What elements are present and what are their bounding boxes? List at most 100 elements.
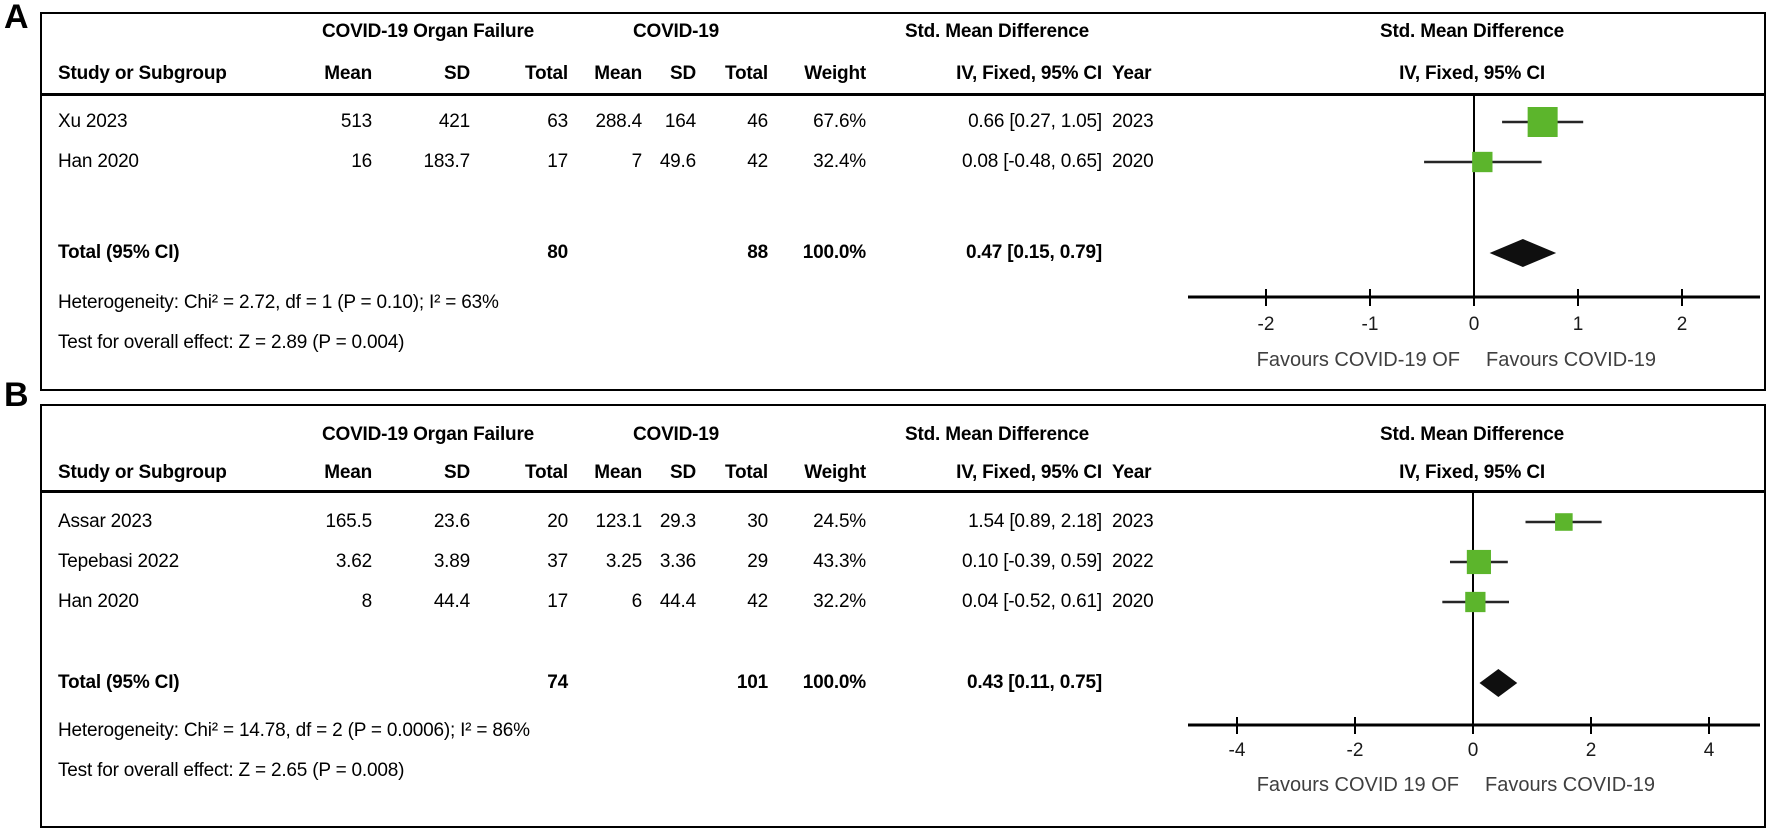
group2-header: COVID-19 (632, 21, 720, 42)
mean1-cell: 16 (351, 151, 372, 172)
heterogeneity-text: Heterogeneity: Chi² = 2.72, df = 1 (P = … (58, 292, 499, 313)
mean1-cell: 513 (340, 111, 372, 132)
weight-cell: 43.3% (813, 551, 866, 572)
year-cell: 2020 (1112, 151, 1154, 172)
col-header-sd2: SD (670, 462, 696, 483)
total-label: Total (95% CI) (58, 672, 180, 693)
plot-header-line2: IV, Fixed, 95% CI (1399, 462, 1545, 483)
plot-header-line1: Std. Mean Difference (1380, 424, 1564, 445)
effect-square (1555, 513, 1573, 531)
weight-cell: 32.2% (813, 591, 866, 612)
weight-cell: 67.6% (813, 111, 866, 132)
header-divider (42, 490, 1764, 493)
sd2-cell: 29.3 (659, 511, 696, 532)
total-n1: 80 (547, 242, 568, 263)
col-header-mean2: Mean (594, 462, 642, 483)
tick-label: -1 (1362, 314, 1379, 335)
total1-cell: 17 (547, 151, 568, 172)
smd-header: Std. Mean Difference (905, 424, 1089, 445)
overall-effect-text: Test for overall effect: Z = 2.65 (P = 0… (58, 760, 405, 781)
weight-cell: 24.5% (813, 511, 866, 532)
panel-b-label: B (4, 376, 29, 414)
sd1-cell: 3.89 (433, 551, 470, 572)
overall-effect-text: Test for overall effect: Z = 2.89 (P = 0… (58, 332, 405, 353)
favours-right-label: Favours COVID-19 (1486, 349, 1656, 371)
study-cell: Han 2020 (58, 151, 139, 172)
header-divider (42, 93, 1764, 96)
effect-square (1466, 549, 1491, 575)
mean1-cell: 165.5 (325, 511, 372, 532)
sd2-cell: 44.4 (659, 591, 696, 612)
estimate-cell: 0.10 [-0.39, 0.59] (961, 551, 1102, 572)
col-header-sd2: SD (670, 63, 696, 84)
col-header-total1: Total (525, 462, 568, 483)
sd2-cell: 3.36 (659, 551, 696, 572)
mean2-cell: 7 (631, 151, 643, 172)
total-n2: 101 (736, 672, 768, 693)
col-header-weight: Weight (804, 462, 866, 483)
col-header-sd1: SD (444, 63, 470, 84)
estimate-cell: 0.66 [0.27, 1.05] (968, 111, 1102, 132)
panel-a: COVID-19 Organ Failure COVID-19 Std. Mea… (40, 12, 1766, 391)
mean1-cell: 3.62 (335, 551, 372, 572)
mean1-cell: 8 (361, 591, 373, 612)
col-header-year: Year (1112, 462, 1152, 483)
tick-label: 2 (1586, 740, 1597, 761)
col-header-weight: Weight (804, 63, 866, 84)
tick-label: -2 (1258, 314, 1275, 335)
total2-cell: 42 (747, 591, 768, 612)
sd1-cell: 23.6 (433, 511, 470, 532)
col-header-total2: Total (725, 63, 768, 84)
favours-left-label: Favours COVID-19 OF (1257, 349, 1460, 371)
year-cell: 2023 (1112, 111, 1154, 132)
col-header-estimate: IV, Fixed, 95% CI (956, 462, 1102, 483)
total2-cell: 46 (747, 111, 768, 132)
group1-header: COVID-19 Organ Failure (321, 21, 535, 42)
sd1-cell: 183.7 (423, 151, 470, 172)
mean2-cell: 3.25 (605, 551, 642, 572)
favours-left-label: Favours COVID 19 OF (1257, 774, 1459, 796)
total-label: Total (95% CI) (58, 242, 180, 263)
tick-label: 2 (1677, 314, 1688, 335)
estimate-cell: 1.54 [0.89, 2.18] (968, 511, 1102, 532)
total-n1: 74 (547, 672, 568, 693)
total1-cell: 63 (547, 111, 568, 132)
total-n2: 88 (747, 242, 768, 263)
mean2-cell: 288.4 (595, 111, 642, 132)
group1-header: COVID-19 Organ Failure (321, 424, 535, 445)
col-header-mean1: Mean (324, 63, 372, 84)
panel-a-label: A (4, 0, 29, 36)
effect-square (1472, 151, 1493, 173)
total1-cell: 37 (547, 551, 568, 572)
study-cell: Xu 2023 (58, 111, 128, 132)
sd1-cell: 421 (438, 111, 470, 132)
tick-label: -2 (1347, 740, 1364, 761)
year-cell: 2023 (1112, 511, 1154, 532)
estimate-cell: 0.04 [-0.52, 0.61] (961, 591, 1102, 612)
summary-diamond (1489, 239, 1557, 267)
study-cell: Han 2020 (58, 591, 139, 612)
col-header-total2: Total (725, 462, 768, 483)
panel-b: COVID-19 Organ Failure COVID-19 Std. Mea… (40, 404, 1766, 828)
total-estimate: 0.47 [0.15, 0.79] (965, 242, 1102, 263)
col-header-estimate: IV, Fixed, 95% CI (956, 63, 1102, 84)
total2-cell: 29 (747, 551, 768, 572)
estimate-cell: 0.08 [-0.48, 0.65] (961, 151, 1102, 172)
heterogeneity-text: Heterogeneity: Chi² = 14.78, df = 2 (P =… (58, 720, 530, 741)
smd-header: Std. Mean Difference (905, 21, 1089, 42)
year-cell: 2020 (1112, 591, 1154, 612)
total1-cell: 20 (547, 511, 568, 532)
col-header-total1: Total (525, 63, 568, 84)
col-header-year: Year (1112, 63, 1152, 84)
sd2-cell: 164 (664, 111, 696, 132)
group2-header: COVID-19 (632, 424, 720, 445)
col-header-sd1: SD (444, 462, 470, 483)
mean2-cell: 123.1 (595, 511, 642, 532)
study-cell: Assar 2023 (58, 511, 153, 532)
tick-label: 0 (1468, 740, 1479, 761)
tick-label: 0 (1469, 314, 1480, 335)
total2-cell: 42 (747, 151, 768, 172)
tick-label: 4 (1704, 740, 1715, 761)
total2-cell: 30 (747, 511, 768, 532)
total1-cell: 17 (547, 591, 568, 612)
